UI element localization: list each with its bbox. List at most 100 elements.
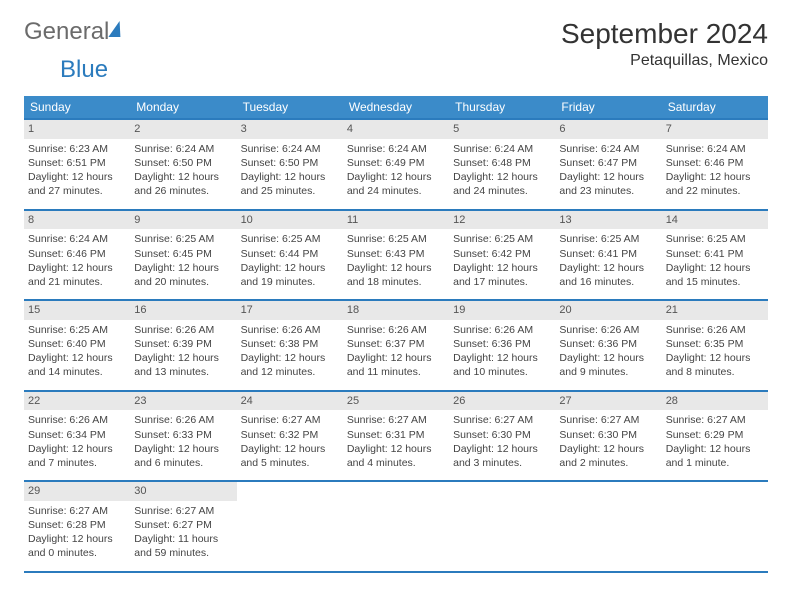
- day-number: 22: [24, 392, 130, 411]
- day-cell: 18Sunrise: 6:26 AMSunset: 6:37 PMDayligh…: [343, 300, 449, 391]
- sunrise-text: Sunrise: 6:25 AM: [666, 232, 764, 246]
- daylight-text: Daylight: 12 hours: [28, 351, 126, 365]
- daylight-text: and 2 minutes.: [559, 456, 657, 470]
- sunset-text: Sunset: 6:37 PM: [347, 337, 445, 351]
- daylight-text: Daylight: 12 hours: [28, 261, 126, 275]
- logo: General: [24, 18, 123, 46]
- daylight-text: and 8 minutes.: [666, 365, 764, 379]
- day-number: 16: [130, 301, 236, 320]
- day-cell: 20Sunrise: 6:26 AMSunset: 6:36 PMDayligh…: [555, 300, 661, 391]
- sunrise-text: Sunrise: 6:24 AM: [241, 142, 339, 156]
- day-cell: 6Sunrise: 6:24 AMSunset: 6:47 PMDaylight…: [555, 119, 661, 210]
- sunset-text: Sunset: 6:44 PM: [241, 247, 339, 261]
- sunset-text: Sunset: 6:40 PM: [28, 337, 126, 351]
- sunset-text: Sunset: 6:36 PM: [453, 337, 551, 351]
- day-header: Sunday: [24, 96, 130, 119]
- sunset-text: Sunset: 6:45 PM: [134, 247, 232, 261]
- day-cell: 4Sunrise: 6:24 AMSunset: 6:49 PMDaylight…: [343, 119, 449, 210]
- daylight-text: Daylight: 12 hours: [453, 351, 551, 365]
- day-number: 12: [449, 211, 555, 230]
- sunrise-text: Sunrise: 6:24 AM: [28, 232, 126, 246]
- daylight-text: and 5 minutes.: [241, 456, 339, 470]
- week-row: 22Sunrise: 6:26 AMSunset: 6:34 PMDayligh…: [24, 391, 768, 482]
- daylight-text: and 18 minutes.: [347, 275, 445, 289]
- sunrise-text: Sunrise: 6:27 AM: [453, 413, 551, 427]
- sunrise-text: Sunrise: 6:27 AM: [559, 413, 657, 427]
- daylight-text: and 22 minutes.: [666, 184, 764, 198]
- daylight-text: Daylight: 12 hours: [134, 170, 232, 184]
- sunrise-text: Sunrise: 6:24 AM: [666, 142, 764, 156]
- day-cell: 19Sunrise: 6:26 AMSunset: 6:36 PMDayligh…: [449, 300, 555, 391]
- day-number: 10: [237, 211, 343, 230]
- day-cell: 28Sunrise: 6:27 AMSunset: 6:29 PMDayligh…: [662, 391, 768, 482]
- daylight-text: Daylight: 12 hours: [28, 532, 126, 546]
- day-cell: 7Sunrise: 6:24 AMSunset: 6:46 PMDaylight…: [662, 119, 768, 210]
- daylight-text: and 0 minutes.: [28, 546, 126, 560]
- daylight-text: Daylight: 12 hours: [559, 170, 657, 184]
- sunrise-text: Sunrise: 6:26 AM: [666, 323, 764, 337]
- daylight-text: Daylight: 12 hours: [559, 442, 657, 456]
- daylight-text: and 26 minutes.: [134, 184, 232, 198]
- daylight-text: and 17 minutes.: [453, 275, 551, 289]
- day-cell: 16Sunrise: 6:26 AMSunset: 6:39 PMDayligh…: [130, 300, 236, 391]
- day-number: 3: [237, 120, 343, 139]
- day-header: Wednesday: [343, 96, 449, 119]
- sunset-text: Sunset: 6:46 PM: [666, 156, 764, 170]
- sunset-text: Sunset: 6:28 PM: [28, 518, 126, 532]
- calendar-table: SundayMondayTuesdayWednesdayThursdayFrid…: [24, 96, 768, 573]
- sunrise-text: Sunrise: 6:26 AM: [453, 323, 551, 337]
- title-block: September 2024 Petaquillas, Mexico: [561, 18, 768, 70]
- week-row: 15Sunrise: 6:25 AMSunset: 6:40 PMDayligh…: [24, 300, 768, 391]
- day-cell: 11Sunrise: 6:25 AMSunset: 6:43 PMDayligh…: [343, 210, 449, 301]
- day-number: 9: [130, 211, 236, 230]
- daylight-text: Daylight: 12 hours: [134, 261, 232, 275]
- sunset-text: Sunset: 6:36 PM: [559, 337, 657, 351]
- day-cell: 30Sunrise: 6:27 AMSunset: 6:27 PMDayligh…: [130, 481, 236, 572]
- sunrise-text: Sunrise: 6:26 AM: [134, 323, 232, 337]
- sunrise-text: Sunrise: 6:24 AM: [134, 142, 232, 156]
- sunrise-text: Sunrise: 6:25 AM: [241, 232, 339, 246]
- daylight-text: and 11 minutes.: [347, 365, 445, 379]
- sunrise-text: Sunrise: 6:25 AM: [453, 232, 551, 246]
- sunrise-text: Sunrise: 6:27 AM: [28, 504, 126, 518]
- daylight-text: Daylight: 12 hours: [453, 261, 551, 275]
- daylight-text: and 24 minutes.: [453, 184, 551, 198]
- daylight-text: Daylight: 12 hours: [241, 442, 339, 456]
- day-number: 1: [24, 120, 130, 139]
- day-cell: 14Sunrise: 6:25 AMSunset: 6:41 PMDayligh…: [662, 210, 768, 301]
- sunset-text: Sunset: 6:46 PM: [28, 247, 126, 261]
- sunrise-text: Sunrise: 6:24 AM: [453, 142, 551, 156]
- day-number: 18: [343, 301, 449, 320]
- sunset-text: Sunset: 6:35 PM: [666, 337, 764, 351]
- sunrise-text: Sunrise: 6:27 AM: [666, 413, 764, 427]
- sunrise-text: Sunrise: 6:25 AM: [134, 232, 232, 246]
- day-cell: 9 Sunrise: 6:25 AMSunset: 6:45 PMDaylight…: [130, 210, 236, 301]
- day-cell: 8Sunrise: 6:24 AMSunset: 6:46 PMDaylight…: [24, 210, 130, 301]
- week-row: 29Sunrise: 6:27 AMSunset: 6:28 PMDayligh…: [24, 481, 768, 572]
- daylight-text: Daylight: 12 hours: [453, 170, 551, 184]
- day-header: Saturday: [662, 96, 768, 119]
- day-header: Friday: [555, 96, 661, 119]
- sunrise-text: Sunrise: 6:25 AM: [559, 232, 657, 246]
- day-number: 13: [555, 211, 661, 230]
- sunset-text: Sunset: 6:27 PM: [134, 518, 232, 532]
- daylight-text: and 23 minutes.: [559, 184, 657, 198]
- day-cell: 1Sunrise: 6:23 AMSunset: 6:51 PMDaylight…: [24, 119, 130, 210]
- sunset-text: Sunset: 6:50 PM: [134, 156, 232, 170]
- daylight-text: Daylight: 12 hours: [666, 351, 764, 365]
- daylight-text: and 24 minutes.: [347, 184, 445, 198]
- sunrise-text: Sunrise: 6:26 AM: [28, 413, 126, 427]
- sunrise-text: Sunrise: 6:24 AM: [347, 142, 445, 156]
- sunrise-text: Sunrise: 6:25 AM: [347, 232, 445, 246]
- daylight-text: and 25 minutes.: [241, 184, 339, 198]
- day-number: 30: [130, 482, 236, 501]
- day-cell: 15Sunrise: 6:25 AMSunset: 6:40 PMDayligh…: [24, 300, 130, 391]
- sunset-text: Sunset: 6:30 PM: [453, 428, 551, 442]
- day-cell: 3Sunrise: 6:24 AMSunset: 6:50 PMDaylight…: [237, 119, 343, 210]
- sunset-text: Sunset: 6:47 PM: [559, 156, 657, 170]
- sunset-text: Sunset: 6:29 PM: [666, 428, 764, 442]
- daylight-text: and 7 minutes.: [28, 456, 126, 470]
- day-cell: 27Sunrise: 6:27 AMSunset: 6:30 PMDayligh…: [555, 391, 661, 482]
- day-cell: 17Sunrise: 6:26 AMSunset: 6:38 PMDayligh…: [237, 300, 343, 391]
- daylight-text: Daylight: 12 hours: [28, 170, 126, 184]
